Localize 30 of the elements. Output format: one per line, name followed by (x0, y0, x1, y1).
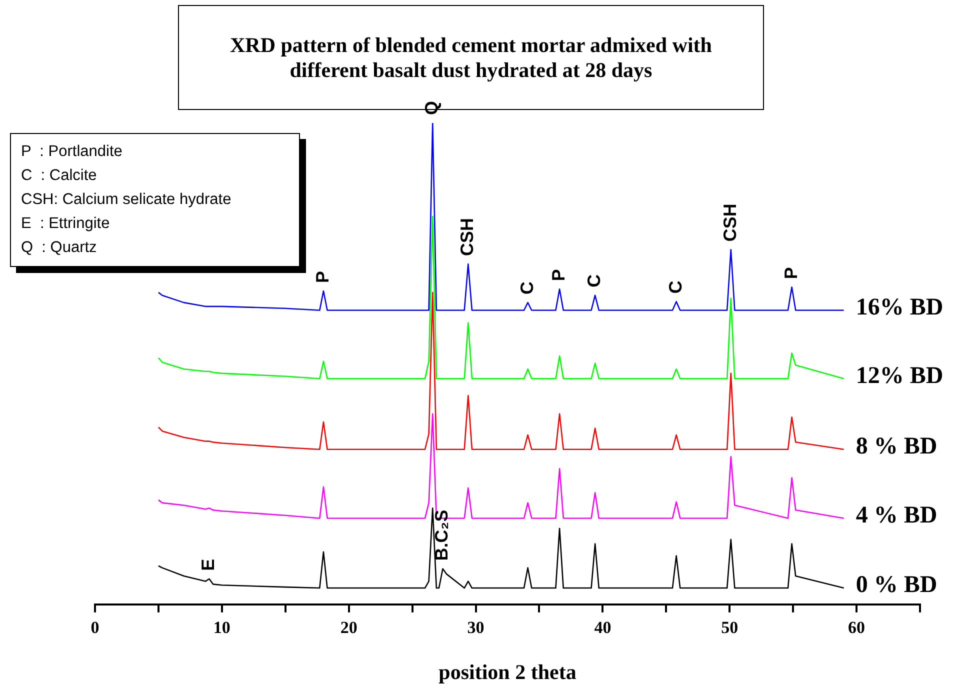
annotation: P (312, 270, 332, 284)
series-label: 0 % BD (856, 572, 938, 598)
x-tick-label: 10 (213, 618, 230, 637)
series-label: 8 % BD (856, 434, 938, 460)
annotation: C : Calcite (21, 167, 97, 184)
annotation: Q : Quartz (21, 239, 97, 256)
annotation: Q (422, 100, 442, 115)
annotation: C (665, 280, 686, 294)
annotation: P : Portlandite (21, 143, 122, 160)
annotation: B.C₂S (432, 510, 452, 561)
x-tick-label: 20 (340, 618, 358, 637)
series-label: 16% BD (856, 294, 944, 320)
annotation: CSH (457, 218, 478, 256)
series-label: 12% BD (856, 362, 944, 389)
x-axis-title: position 2 theta (438, 660, 577, 684)
annotation: P (548, 269, 569, 282)
annotation: CSH: Calcium selicate hydrate (21, 191, 232, 208)
annotation: E : Ettringite (21, 215, 110, 232)
x-tick-label: 40 (594, 618, 612, 637)
x-tick-label: 50 (721, 618, 738, 637)
annotation: C (584, 274, 604, 288)
annotation: C (516, 282, 537, 295)
annotation: CSH (720, 204, 740, 242)
x-tick-label: 60 (848, 618, 866, 637)
x-tick-label: 30 (467, 618, 484, 637)
chart-title: XRD pattern of blended cement mortar admixed with different basalt dust hydrated at 28 days (230, 32, 712, 82)
series-label: 4 % BD (856, 502, 938, 528)
x-tick-label: 0 (90, 618, 100, 637)
annotation: P (780, 267, 801, 280)
annotation: E (198, 558, 218, 571)
